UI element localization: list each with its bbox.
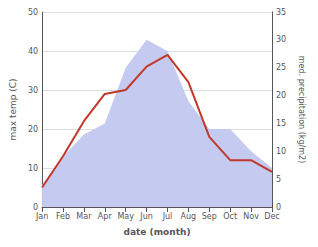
svg-text:Jul: Jul xyxy=(162,212,173,221)
svg-text:0: 0 xyxy=(33,203,38,212)
svg-text:Jan: Jan xyxy=(35,212,48,221)
svg-text:20: 20 xyxy=(28,125,38,134)
svg-text:May: May xyxy=(117,212,134,221)
svg-text:10: 10 xyxy=(276,147,286,156)
svg-text:Nov: Nov xyxy=(243,212,259,221)
svg-text:Oct: Oct xyxy=(223,212,237,221)
svg-text:20: 20 xyxy=(276,91,286,100)
svg-text:Dec: Dec xyxy=(264,212,279,221)
svg-text:0: 0 xyxy=(276,203,281,212)
svg-text:50: 50 xyxy=(28,8,38,17)
svg-text:Apr: Apr xyxy=(98,212,113,221)
svg-text:35: 35 xyxy=(276,8,286,17)
svg-text:25: 25 xyxy=(276,63,286,72)
svg-text:40: 40 xyxy=(28,47,38,56)
svg-text:Feb: Feb xyxy=(56,212,70,221)
svg-text:30: 30 xyxy=(276,35,286,44)
svg-text:Mar: Mar xyxy=(76,212,92,221)
svg-text:15: 15 xyxy=(276,119,286,128)
svg-text:date (month): date (month) xyxy=(124,227,191,237)
svg-text:med. precipitation (kg/m2): med. precipitation (kg/m2) xyxy=(297,56,306,163)
svg-text:Aug: Aug xyxy=(181,212,197,221)
svg-text:5: 5 xyxy=(276,175,281,184)
svg-text:Jun: Jun xyxy=(139,212,153,221)
svg-text:10: 10 xyxy=(28,164,38,173)
svg-text:Sep: Sep xyxy=(202,212,217,221)
svg-text:max temp (C): max temp (C) xyxy=(8,78,18,140)
svg-text:30: 30 xyxy=(28,86,38,95)
